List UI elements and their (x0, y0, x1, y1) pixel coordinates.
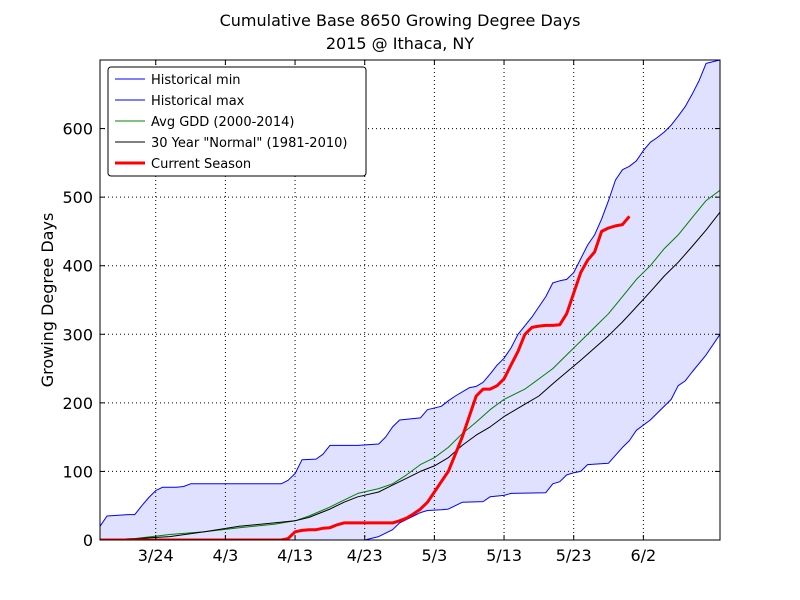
axis-ticks: 0 100 200 300 400 500 600 3/24 4/3 4/13 4/23 5/3 5/1… (62, 60, 720, 565)
x-tick-label: 6/2 (630, 546, 656, 565)
series-line-1 (100, 60, 720, 527)
legend: Historical min Historical max Avg GDD (200… (107, 66, 367, 177)
y-tick-label: 600 (62, 120, 93, 139)
legend-box (107, 66, 367, 177)
y-tick-label: 400 (62, 257, 93, 276)
plot-area: 0 100 200 300 400 500 600 3/24 4/3 4/13 4/23 5/3 5/1… (62, 59, 721, 565)
x-tick-label: 5/23 (556, 546, 592, 565)
series-line-4 (100, 215, 631, 540)
chart-title: Cumulative Base 8650 Growing Degree Days (220, 11, 581, 30)
y-tick-label: 0 (83, 531, 93, 550)
x-tick-label: 5/3 (422, 546, 448, 565)
series-line-3 (100, 211, 720, 540)
x-tick-label: 3/24 (138, 546, 174, 565)
legend-entry-2: Avg GDD (2000-2014) (151, 115, 294, 130)
legend-entry-4: Current Season (151, 157, 251, 172)
y-axis-label: Growing Degree Days (38, 213, 57, 388)
legend-entry-1: Historical max (151, 94, 245, 109)
x-tick-label: 4/23 (347, 546, 383, 565)
y-tick-label: 100 (62, 462, 93, 481)
x-tick-label: 4/3 (213, 546, 239, 565)
historical-range-band (100, 60, 720, 540)
y-tick-label: 200 (62, 394, 93, 413)
series-line-0 (100, 334, 720, 540)
series-lines (100, 60, 720, 540)
x-tick-label: 4/13 (277, 546, 313, 565)
plot-frame (99, 59, 721, 541)
legend-entry-3: 30 Year "Normal" (1981-2010) (151, 136, 347, 151)
y-tick-label: 300 (62, 325, 93, 344)
x-tick-label: 5/13 (486, 546, 522, 565)
legend-entry-0: Historical min (151, 73, 241, 88)
chart-subtitle: 2015 @ Ithaca, NY (326, 34, 475, 53)
y-tick-label: 500 (62, 188, 93, 207)
